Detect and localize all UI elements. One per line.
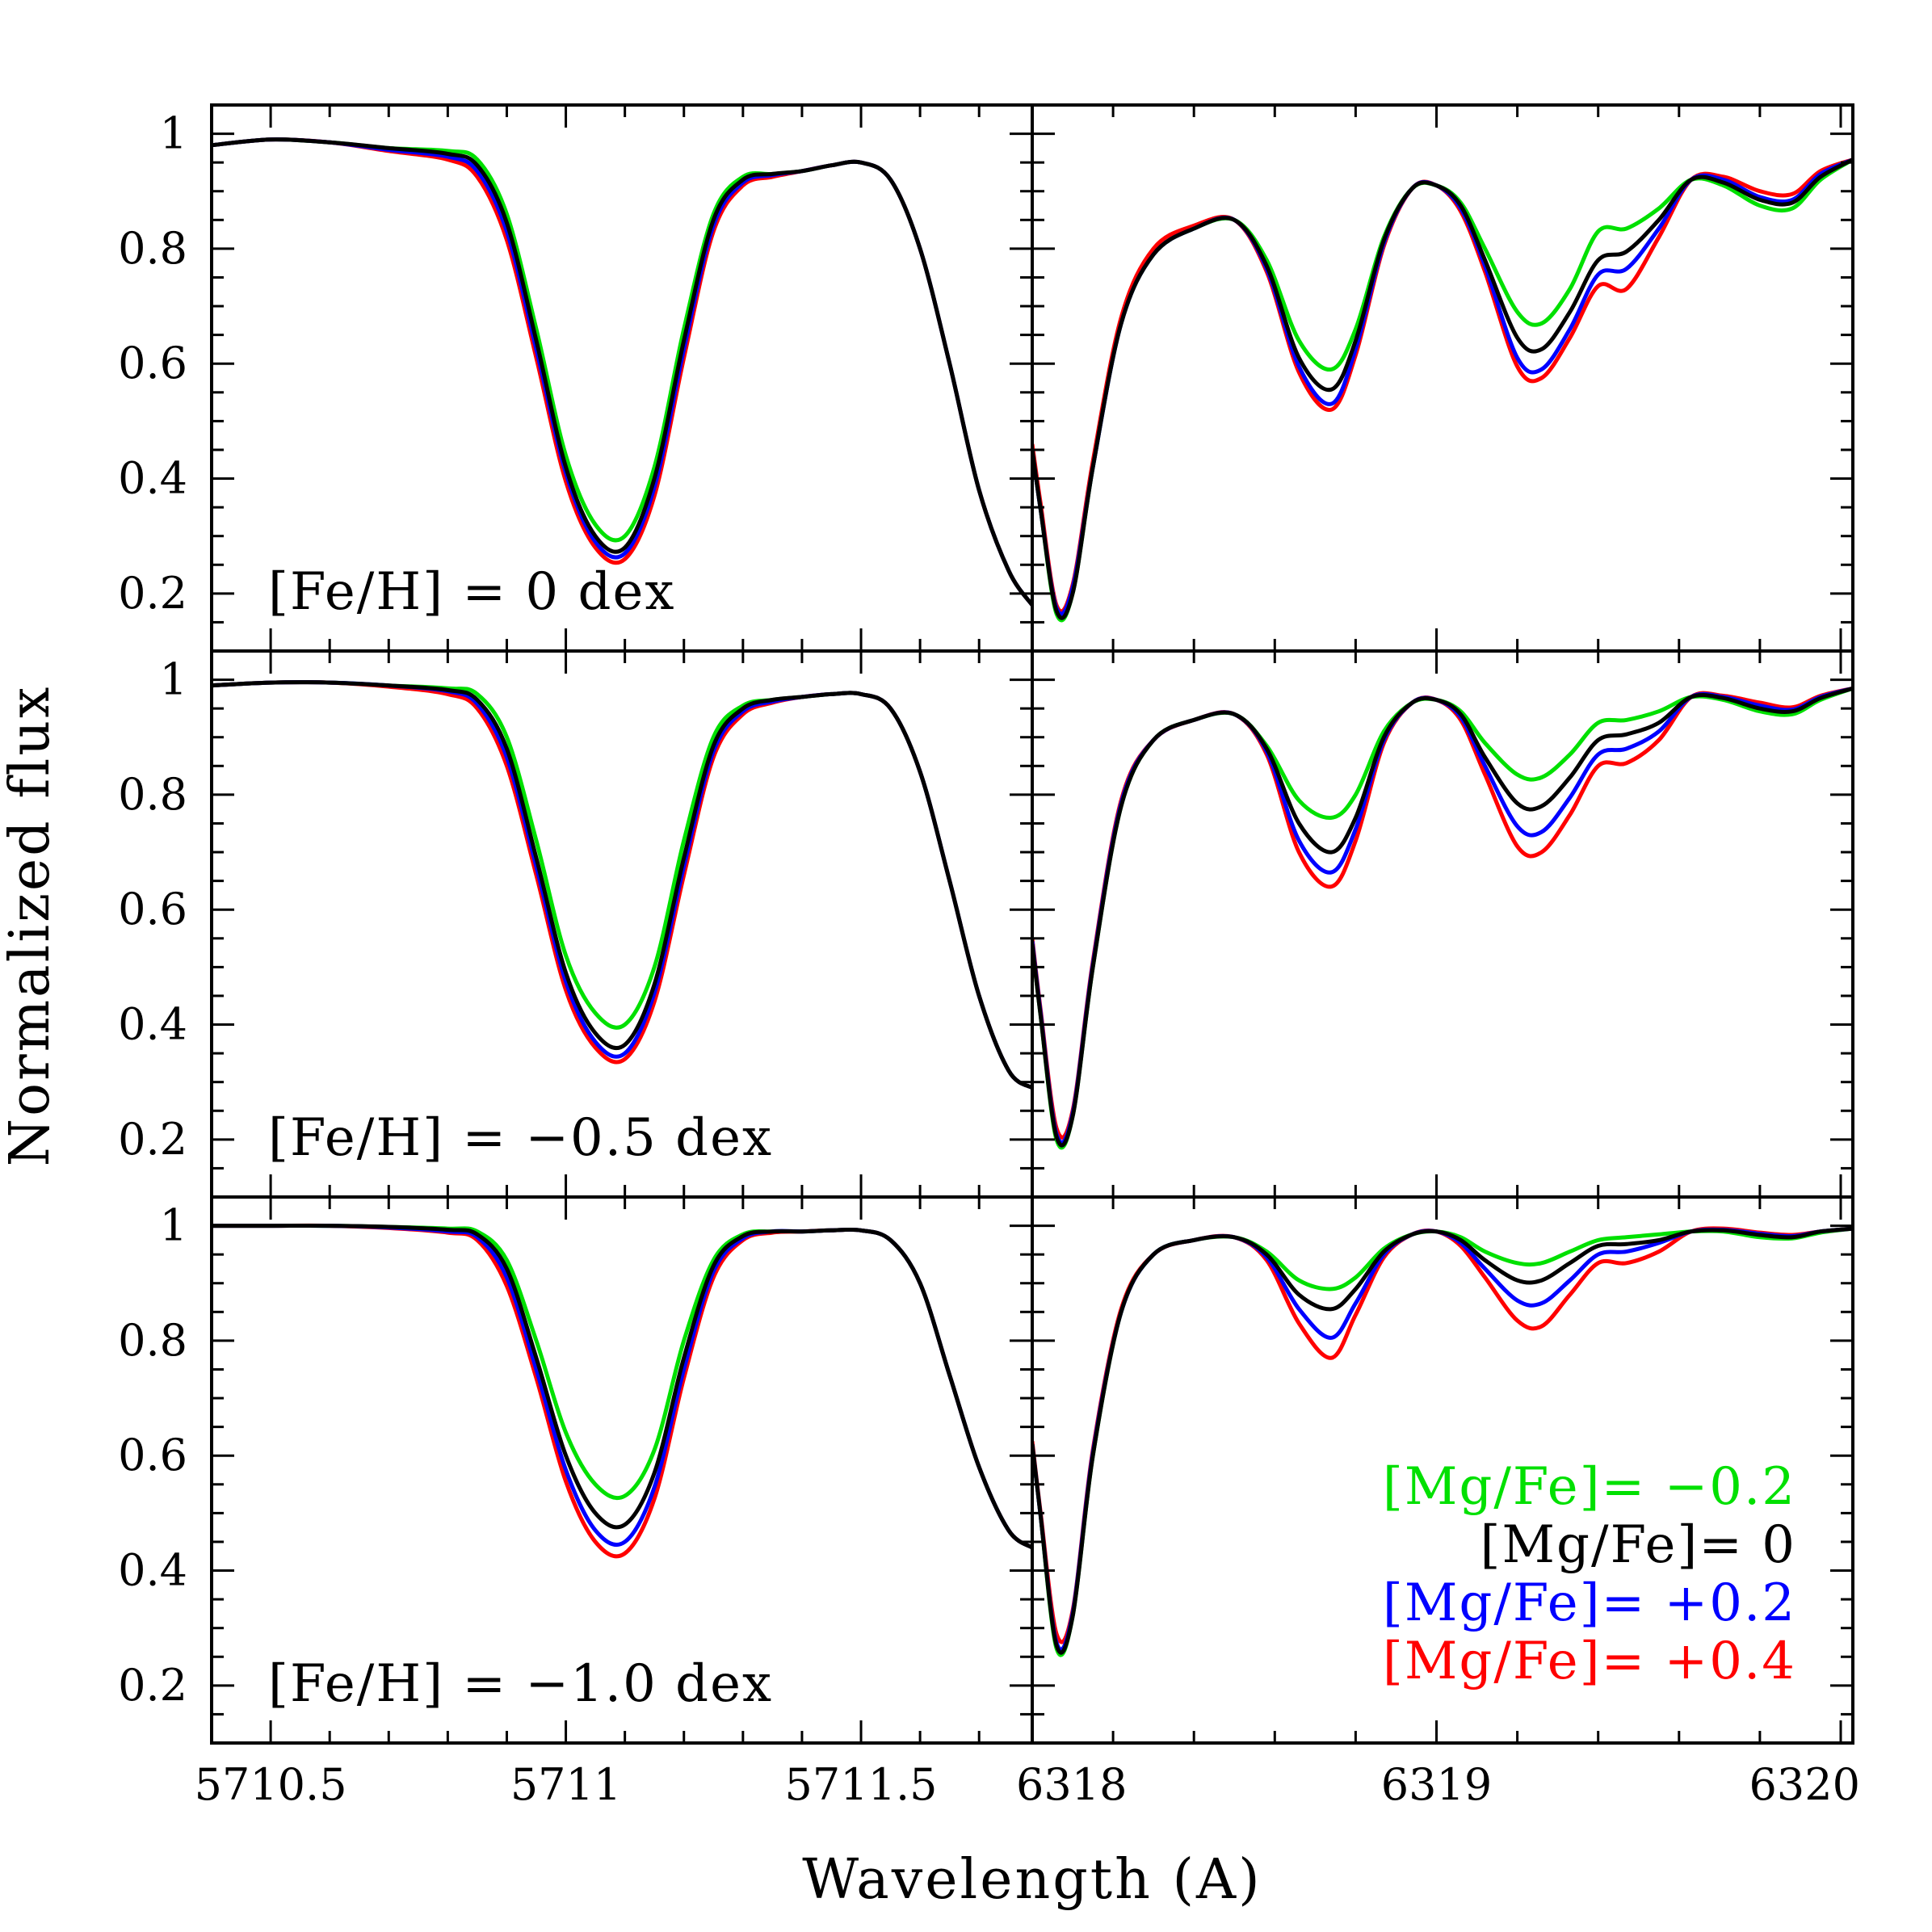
y-tick-label: 1 xyxy=(160,654,187,705)
y-tick-label: 0.6 xyxy=(118,1430,187,1480)
series-line-mg0 xyxy=(1032,158,1853,620)
x-tick-label: 5710.5 xyxy=(195,1759,347,1810)
feh-annotation: [Fe/H] = 0 dex xyxy=(268,562,675,622)
panel-frame xyxy=(1031,649,1854,1199)
x-tick-label: 5711.5 xyxy=(785,1759,938,1810)
series-line-mg0 xyxy=(212,137,1032,607)
y-tick-label: 0.6 xyxy=(118,884,187,934)
y-tick-label: 0.6 xyxy=(118,338,187,388)
y-tick-label: 0.4 xyxy=(118,1545,187,1596)
series-group xyxy=(1032,1226,1853,1657)
x-tick-label: 6320 xyxy=(1749,1759,1860,1810)
series-line-mgm02 xyxy=(1032,686,1853,1150)
y-axis-title: Normalized flux xyxy=(0,685,62,1167)
series-line-mgp02 xyxy=(1032,158,1853,616)
series-line-mgm02 xyxy=(212,137,1032,607)
series-line-mg0 xyxy=(1032,686,1853,1148)
y-tick-label: 0.2 xyxy=(118,1114,187,1165)
y-tick-label: 0.4 xyxy=(118,453,187,504)
series-line-mg0 xyxy=(212,680,1032,1090)
panel-r1-c1 xyxy=(1031,649,1854,1199)
y-tick-label: 1 xyxy=(160,1200,187,1251)
series-group xyxy=(212,680,1032,1090)
series-line-mgp04 xyxy=(1032,158,1853,614)
series-group xyxy=(212,137,1032,607)
y-tick-label: 0.4 xyxy=(118,999,187,1050)
y-tick-label: 0.2 xyxy=(118,1660,187,1711)
x-axis-title: Wavelength (A) xyxy=(802,1848,1262,1912)
legend-entry: [Mg/Fe]= 0 xyxy=(1480,1515,1796,1575)
panel-r2-c0: 0.2 0.4 0.6 0.8 1 [Fe/H] = −1.0 dex 5710.5 5711… xyxy=(118,1195,1034,1810)
series-group xyxy=(1032,158,1853,623)
series-line-mgp04 xyxy=(212,137,1032,607)
y-tick-label: 0.8 xyxy=(118,1315,187,1366)
legend-entry: [Mg/Fe]= +0.2 xyxy=(1383,1573,1796,1633)
panel-r2-c1: 6318 6319 6320 xyxy=(1016,1195,1860,1810)
feh-annotation: [Fe/H] = −0.5 dex xyxy=(268,1108,773,1168)
legend-entry: [Mg/Fe]= −0.2 xyxy=(1383,1457,1796,1517)
x-tick-label: 6319 xyxy=(1381,1759,1492,1810)
series-line-mg0 xyxy=(1032,1226,1853,1655)
panel-r1-c0: 0.2 0.4 0.6 0.8 1 [Fe/H] = −0.5 dex xyxy=(118,649,1034,1199)
panel-r0-c1 xyxy=(1031,103,1854,653)
feh-annotation: [Fe/H] = −1.0 dex xyxy=(268,1654,773,1714)
panels-layer: 0.2 0.4 0.6 0.8 1 [Fe/H] = 0 dex 0.2 0.4 0.6 0.8 1… xyxy=(118,103,1860,1810)
y-tick-label: 1 xyxy=(160,108,187,159)
series-group xyxy=(212,1223,1032,1559)
legend: [Mg/Fe]= −0.2[Mg/Fe]= 0[Mg/Fe]= +0.2[Mg/… xyxy=(1383,1457,1796,1691)
series-line-mgm02 xyxy=(212,1223,1032,1550)
series-line-mgp04 xyxy=(212,1223,1032,1559)
y-tick-label: 0.2 xyxy=(118,568,187,619)
x-tick-label: 5711 xyxy=(510,1759,621,1810)
series-line-mgp04 xyxy=(1032,686,1853,1140)
legend-entry: [Mg/Fe]= +0.4 xyxy=(1383,1632,1796,1691)
series-group xyxy=(1032,686,1853,1150)
panel-r0-c0: 0.2 0.4 0.6 0.8 1 [Fe/H] = 0 dex xyxy=(118,103,1034,653)
y-tick-label: 0.8 xyxy=(118,223,187,274)
series-line-mgp02 xyxy=(212,137,1032,607)
series-line-mgp02 xyxy=(1032,686,1853,1145)
x-tick-label: 6318 xyxy=(1016,1759,1127,1810)
series-line-mgm02 xyxy=(1032,158,1853,623)
series-line-mg0 xyxy=(212,1223,1032,1550)
panel-frame xyxy=(1031,1195,1854,1745)
y-tick-label: 0.8 xyxy=(118,769,187,820)
